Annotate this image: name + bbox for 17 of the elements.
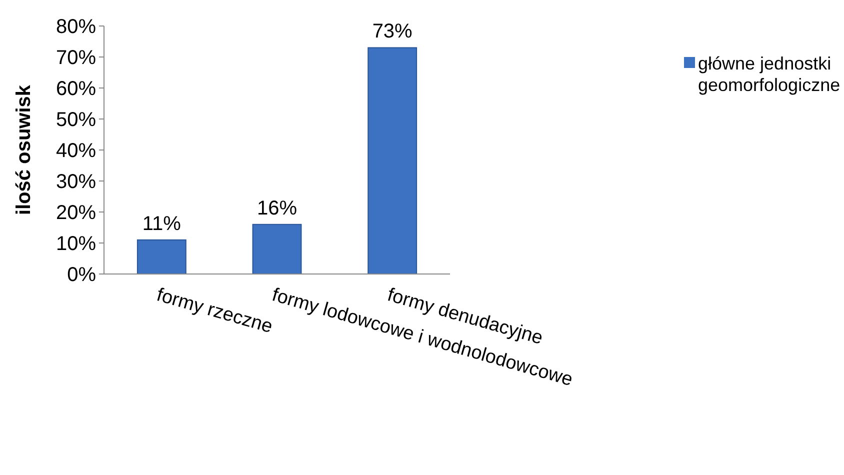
- y-tick-label: 20%: [56, 202, 96, 224]
- y-tick-label: 50%: [56, 109, 96, 131]
- data-label: 11%: [142, 212, 182, 235]
- bar: [136, 239, 186, 274]
- bar: [252, 224, 302, 274]
- y-axis-title: ilość osuwisk: [13, 84, 35, 216]
- y-tick-label: 40%: [56, 140, 96, 162]
- y-tick-label: 30%: [56, 171, 96, 193]
- legend-label: główne jednostki geomorfologiczne: [698, 53, 840, 95]
- y-tick-label: 70%: [56, 47, 96, 69]
- data-label: 73%: [372, 20, 413, 43]
- data-label: 16%: [256, 197, 298, 220]
- y-tick-label: 80%: [56, 16, 96, 38]
- y-tick-label: 60%: [56, 78, 96, 100]
- y-tick-label: 10%: [56, 233, 96, 255]
- y-tick-label: 0%: [67, 264, 96, 286]
- bar: [368, 47, 418, 274]
